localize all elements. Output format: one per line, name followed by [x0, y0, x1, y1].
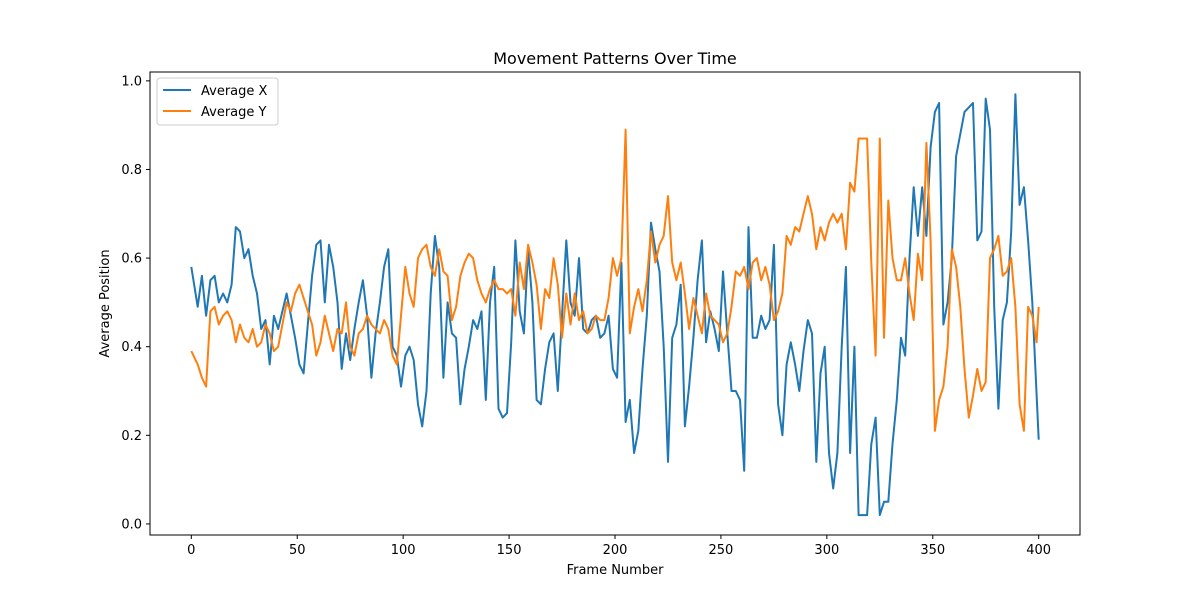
- y-tick-label: 0.4: [121, 340, 142, 355]
- x-tick-label: 200: [603, 543, 628, 558]
- y-tick-label: 1.0: [121, 74, 142, 89]
- y-axis-label: Average Position: [98, 249, 113, 357]
- series-layer: [190, 93, 1040, 517]
- y-tick-label: 0.2: [121, 429, 142, 444]
- legend-label-average-x: Average X: [201, 84, 268, 99]
- x-tick-label: 400: [1026, 543, 1051, 558]
- series-line-average-x: [190, 93, 1040, 517]
- x-axis-label: Frame Number: [567, 563, 665, 578]
- legend-label-average-y: Average Y: [201, 105, 267, 120]
- x-tick-label: 0: [187, 543, 195, 558]
- x-axis: 0 50 100 150 200 250 300 350 400: [187, 535, 1051, 558]
- legend: Average X Average Y: [156, 77, 279, 126]
- x-tick-label: 350: [920, 543, 945, 558]
- x-tick-label: 300: [814, 543, 839, 558]
- x-tick-label: 250: [709, 543, 734, 558]
- x-tick-label: 100: [391, 543, 416, 558]
- y-axis: 0.0 0.2 0.4 0.6 0.8 1.0: [121, 74, 150, 532]
- y-tick-label: 0.0: [121, 517, 142, 532]
- x-tick-label: 150: [497, 543, 522, 558]
- chart-title: Movement Patterns Over Time: [493, 49, 737, 68]
- series-line-average-y: [190, 128, 1040, 432]
- y-tick-label: 0.6: [121, 252, 142, 267]
- x-tick-label: 50: [289, 543, 306, 558]
- y-tick-label: 0.8: [121, 163, 142, 178]
